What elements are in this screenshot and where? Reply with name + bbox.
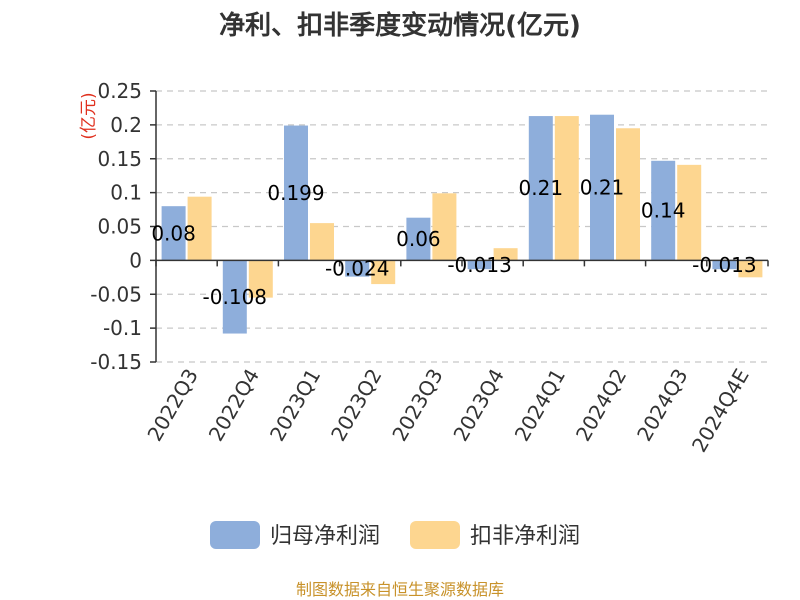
legend-label: 归母净利润: [270, 524, 380, 549]
data-label: -0.013: [692, 253, 756, 277]
y-tick-label: 0.05: [97, 215, 142, 239]
data-label: -0.024: [325, 257, 389, 281]
bar-series-1: [467, 260, 492, 270]
bar-series-1: [590, 114, 614, 261]
bar-series-2: [187, 196, 212, 261]
y-tick-label: 0.1: [110, 181, 142, 205]
y-tick-label: 0.15: [97, 147, 142, 171]
category-label: 2023Q3: [387, 365, 447, 446]
bar-series-1: [406, 217, 431, 261]
bar-series-1: [528, 116, 553, 261]
category-label: 2024Q1: [510, 365, 570, 446]
bar-series-1: [345, 260, 370, 277]
y-tick-label: -0.15: [90, 350, 142, 374]
data-label: 0.14: [641, 199, 686, 223]
category-label: 2023Q1: [265, 365, 325, 446]
bar-series-2: [248, 260, 273, 298]
legend-swatch: [210, 521, 260, 549]
category-label: 2024Q2: [571, 365, 631, 446]
y-tick-label: 0: [129, 248, 142, 272]
category-label: 2024Q4E: [687, 365, 754, 457]
category-label: 2022Q3: [142, 365, 202, 446]
bar-series-2: [493, 248, 518, 261]
category-label: 2022Q4: [204, 365, 264, 446]
y-tick-label: -0.1: [103, 316, 142, 340]
data-label: 0.199: [267, 181, 324, 205]
bars: [161, 114, 763, 334]
gridlines: [156, 90, 768, 363]
bar-series-2: [616, 128, 640, 261]
bar-series-1: [161, 206, 186, 261]
category-label: 2023Q4: [448, 365, 508, 446]
legend-item-2[interactable]: 扣非净利润: [410, 521, 580, 549]
category-label: 2024Q3: [632, 365, 692, 446]
bar-series-1: [284, 125, 308, 261]
category-label: 2023Q2: [326, 365, 386, 446]
source-note: 制图数据来自恒生聚源数据库: [296, 580, 504, 599]
bar-series-2: [310, 223, 334, 261]
legend-item-1[interactable]: 归母净利润: [210, 521, 380, 549]
bar-series-2: [371, 260, 396, 285]
data-label: -0.108: [203, 285, 267, 309]
bar-series-2: [677, 164, 702, 261]
data-label: 0.06: [396, 227, 441, 251]
legend[interactable]: 归母净利润 扣非净利润: [210, 521, 580, 549]
y-axis-unit: (亿元): [79, 92, 99, 139]
data-label: 0.21: [519, 176, 564, 200]
bar-series-2: [554, 116, 579, 261]
legend-label: 扣非净利润: [470, 524, 580, 549]
bar-series-2: [432, 193, 457, 261]
data-label: 0.08: [151, 221, 196, 245]
data-label: 0.21: [580, 176, 625, 200]
y-tick-label: 0.25: [97, 79, 142, 103]
bar-series-1: [651, 160, 676, 261]
chart-title: 净利、扣非季度变动情况(亿元): [219, 10, 581, 41]
y-tick-label: 0.2: [110, 113, 142, 137]
data-label: -0.013: [447, 253, 511, 277]
legend-swatch: [410, 521, 460, 549]
bar-series-2: [738, 260, 763, 278]
bar-series-1: [222, 260, 247, 334]
bar-series-1: [712, 260, 737, 270]
y-tick-label: -0.05: [90, 282, 142, 306]
